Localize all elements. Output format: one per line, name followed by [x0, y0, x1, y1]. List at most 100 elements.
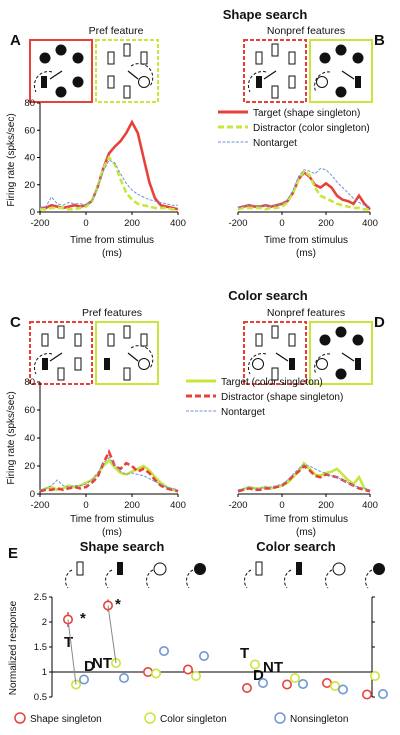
e-y-axis-label: Normalized response: [8, 600, 19, 695]
e-point-color_search-2-3: [377, 688, 388, 699]
legend-label-c-1: Distractor (shape singleton): [221, 392, 343, 403]
series-line-a-0: [40, 119, 179, 211]
x-tick-label-d-3: 400: [362, 500, 378, 511]
x-tick-label-a-2: 200: [124, 218, 140, 229]
panel-label-e: E: [8, 545, 18, 562]
e-star-1: *: [80, 610, 86, 627]
e-point-color_search-1-0: [250, 659, 261, 670]
cond-icon-filled-circle-2: [365, 563, 385, 589]
legend-label-a-0: Target (shape singleton): [253, 108, 360, 119]
series-line-d-1: [237, 464, 371, 493]
series-line-b-2: [237, 167, 371, 209]
x-tick-label-c-0: -200: [30, 500, 49, 511]
series-line-b-1: [237, 169, 370, 211]
cond-icon-filled-bar-2: [284, 562, 302, 589]
x-tick-label-a-1: 0: [83, 218, 88, 229]
x-tick-label-b-2: 200: [318, 218, 334, 229]
e-letter-d: D: [84, 658, 95, 675]
e-point-color_search-0-3: [361, 689, 372, 700]
cond-icon-open-bar-2: [244, 561, 263, 589]
e-point-color_search-0-1: [281, 679, 292, 690]
series-line-d-2: [237, 464, 371, 491]
e-point-color_search-0-2: [321, 677, 332, 688]
legend-nonsingleton: Nonsingleton: [290, 714, 348, 725]
e-point-color_search-0-0: [242, 682, 253, 693]
stimulus-box-d-left: [243, 321, 307, 385]
e-point-color_search-1-2: [329, 680, 340, 691]
e-letter-nt-2: NT: [263, 659, 283, 676]
e-point-shape_search-0-3: [183, 664, 194, 675]
stimulus-items-b-left: [247, 43, 296, 99]
e-y-tick-label-2: 1.5: [34, 642, 47, 653]
x-tick-label-d-1: 0: [279, 500, 284, 511]
condition-icons: [65, 561, 385, 589]
nonpref-features-label-ab: Nonpref features: [267, 25, 345, 37]
legend-marker-shape: [14, 712, 26, 724]
y-tick-label-c-1: 20: [24, 461, 35, 472]
stimulus-items-b-right: [314, 44, 364, 98]
x-tick-label-b-3: 400: [362, 218, 378, 229]
legend-color-singleton: Color singleton: [160, 714, 227, 725]
y-tick-label-a-4: 80: [24, 98, 35, 109]
series-line-c-2: [39, 456, 179, 491]
e-y-tick-label-4: 2.5: [34, 592, 47, 603]
y-axis-label-c: Firing rate (spks/sec): [6, 391, 17, 484]
e-letter-t: T: [64, 634, 73, 651]
x-tick-label-c-2: 200: [124, 500, 140, 511]
x-axis-label-a: Time from stimulus: [70, 235, 154, 246]
cond-icon-open-circle: [146, 562, 167, 589]
stimulus-items-a-left: [33, 44, 84, 98]
stimulus-box-b-left: [243, 39, 307, 103]
y-tick-label-c-4: 80: [24, 377, 35, 388]
stimulus-items-d-left: [247, 325, 296, 381]
cond-icon-open-circle-2: [325, 562, 346, 589]
pref-feature-label: Pref feature: [89, 25, 144, 37]
e-letter-t-2: T: [240, 645, 249, 662]
legend-label-c-2: Nontarget: [221, 407, 265, 418]
e-connector-2: [107, 605, 117, 664]
e-y-tick-label-1: 1: [42, 667, 47, 678]
color-search-title: Color search: [228, 288, 308, 303]
e-point-shape_search-2-2: [159, 645, 170, 656]
x-axis-label-c: Time from stimulus: [70, 514, 154, 525]
e-y-tick-label-3: 2: [42, 617, 47, 628]
e-point-color_search-2-2: [337, 684, 348, 695]
shape-search-title: Shape search: [223, 7, 308, 22]
x-axis-unit-a: (ms): [102, 248, 122, 259]
y-tick-label-c-2: 40: [24, 433, 35, 444]
x-axis-label-b: Time from stimulus: [264, 235, 348, 246]
stimulus-box-b-right: [309, 39, 373, 103]
x-axis-label-d: Time from stimulus: [264, 514, 348, 525]
y-tick-label-c-0: 0: [30, 489, 35, 500]
e-point-shape_search-1-2: [151, 668, 162, 679]
y-tick-label-a-3: 60: [24, 125, 35, 136]
x-tick-label-a-0: -200: [30, 218, 49, 229]
series-line-c-0: [39, 458, 179, 493]
y-tick-label-a-0: 0: [30, 207, 35, 218]
stimulus-box-d-right: [309, 321, 373, 385]
e-y-tick-label-0: 0.5: [34, 692, 47, 703]
stimulus-box-a-right: [95, 39, 159, 103]
e-star-2: *: [115, 596, 121, 613]
x-tick-label-b-0: -200: [228, 218, 247, 229]
y-axis-label-a: Firing rate (spks/sec): [6, 113, 17, 206]
series-line-a-2: [39, 159, 178, 209]
e-point-shape_search-2-1: [119, 672, 130, 683]
e-point-shape_search-0-2: [143, 666, 154, 677]
x-tick-label-d-2: 200: [318, 500, 334, 511]
e-point-color_search-2-0: [257, 677, 268, 688]
x-axis-unit-b: (ms): [296, 248, 316, 259]
x-tick-label-b-1: 0: [279, 218, 284, 229]
e-point-color_search-2-1: [297, 678, 308, 689]
legend-label-a-1: Distractor (color singleton): [253, 123, 370, 134]
stimulus-items-d-right: [314, 326, 364, 380]
series-line-b-0: [237, 170, 371, 211]
cond-icon-filled-circle: [186, 563, 206, 589]
cond-icon-open-bar: [65, 561, 84, 589]
pref-features-label: Pref features: [82, 307, 142, 319]
e-point-color_search-1-3: [369, 670, 380, 681]
e-letter-nt: NT: [92, 655, 112, 672]
legend-shape-singleton: Shape singleton: [30, 714, 102, 725]
e-color-search-title: Color search: [256, 539, 336, 554]
